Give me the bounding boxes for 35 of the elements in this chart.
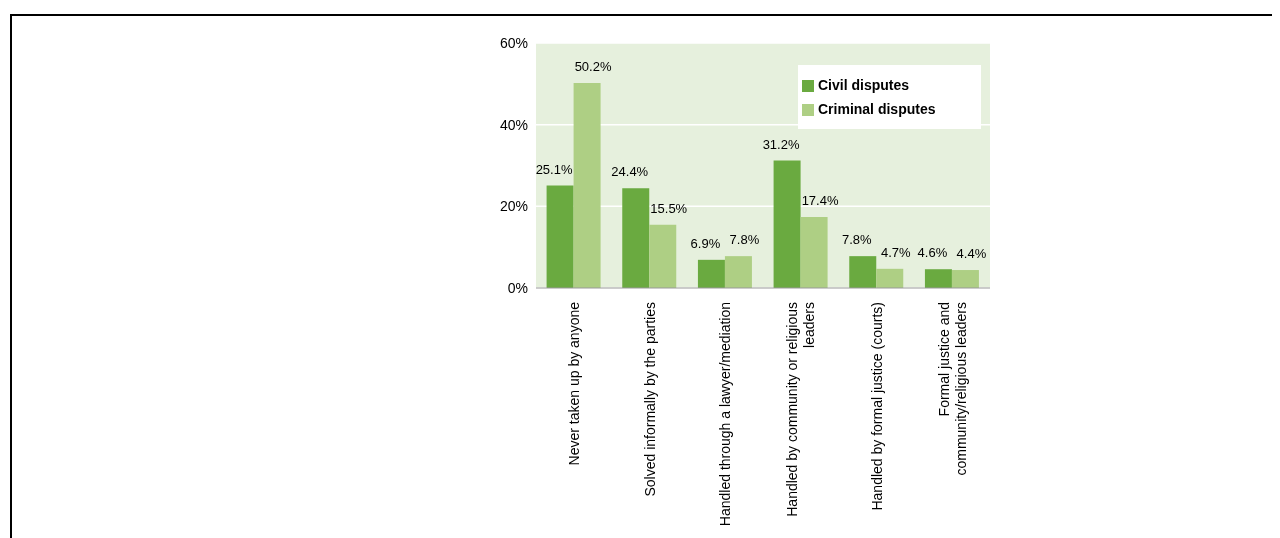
bar bbox=[697, 259, 725, 288]
y-tick-label: 0% bbox=[507, 279, 528, 296]
bar bbox=[773, 160, 801, 288]
y-tick-label: 40% bbox=[499, 116, 528, 133]
x-tick-label: Solved informally by the parties bbox=[641, 302, 658, 497]
y-tick-label: 20% bbox=[499, 198, 528, 215]
bar bbox=[546, 185, 574, 288]
bar bbox=[876, 268, 904, 288]
x-tick-label: Handled through a lawyer/mediation bbox=[717, 302, 734, 527]
bar bbox=[724, 256, 752, 288]
data-label: 50.2% bbox=[574, 59, 612, 75]
bar bbox=[924, 269, 952, 288]
bar bbox=[649, 224, 677, 288]
x-tick-label: Handled by formal justice (courts) bbox=[868, 302, 885, 511]
x-tick-label: Handled by community or religious leaders bbox=[784, 302, 818, 517]
bar bbox=[573, 83, 601, 288]
data-label: 4.6% bbox=[917, 245, 948, 261]
bar bbox=[849, 256, 877, 288]
data-label: 17.4% bbox=[801, 192, 839, 208]
x-tick-label: Never taken up by anyone bbox=[565, 301, 582, 466]
bar bbox=[800, 216, 828, 288]
bar bbox=[951, 270, 979, 288]
bar bbox=[622, 188, 650, 288]
data-label: 7.8% bbox=[841, 232, 873, 248]
data-label: 31.2% bbox=[762, 136, 800, 152]
data-label: 4.4% bbox=[956, 246, 987, 262]
data-label: 7.8% bbox=[729, 232, 760, 248]
data-label: 6.9% bbox=[690, 235, 721, 251]
data-label: 24.4% bbox=[611, 164, 649, 180]
data-label: 25.1% bbox=[535, 161, 573, 177]
data-label: 4.7% bbox=[880, 244, 912, 260]
legend-label: Criminal disputes bbox=[818, 101, 936, 117]
legend-label: Civil disputes bbox=[818, 77, 910, 93]
data-label: 15.5% bbox=[650, 200, 688, 216]
y-tick-label: 60% bbox=[499, 34, 528, 51]
